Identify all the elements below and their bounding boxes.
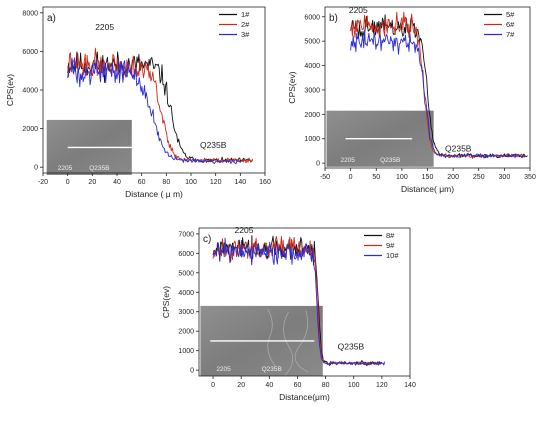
x-tick-label: 60 bbox=[138, 179, 146, 186]
x-tick-label: 100 bbox=[348, 382, 360, 389]
y-tick-label: 7000 bbox=[178, 231, 194, 238]
annotation-q235b: Q235B bbox=[200, 140, 227, 150]
inset-grain-texture bbox=[267, 308, 309, 377]
x-tick-label: 60 bbox=[294, 382, 302, 389]
x-tick-label: 40 bbox=[265, 382, 273, 389]
y-tick-label: 4000 bbox=[178, 290, 194, 297]
x-tick-label: 100 bbox=[185, 179, 197, 186]
panel-label: c) bbox=[203, 234, 211, 245]
annotation-2205: 2205 bbox=[95, 22, 114, 32]
x-tick-label: -50 bbox=[320, 174, 330, 181]
series-line-3 bbox=[67, 57, 241, 165]
series-line-1 bbox=[67, 51, 253, 163]
x-tick-label: 0 bbox=[66, 179, 70, 186]
inset-label-q235b: Q235B bbox=[89, 165, 109, 172]
annotation-q235b: Q235B bbox=[338, 342, 365, 352]
panel-label: a) bbox=[47, 13, 56, 24]
chart-svg-c: 2205 Q235B 0 20 40 60 80 100 120 140 0 1000 2000 3000… bbox=[161, 225, 416, 402]
x-tick-label: -20 bbox=[38, 179, 48, 186]
x-tick-label: 80 bbox=[322, 382, 330, 389]
y-tick-label: 0 bbox=[34, 165, 38, 172]
x-tick-label: 0 bbox=[349, 174, 353, 181]
y-tick-label: 1000 bbox=[304, 136, 320, 143]
x-tick-label: 150 bbox=[422, 174, 434, 181]
x-tick-label: 140 bbox=[404, 382, 416, 389]
y-tick-label: 4000 bbox=[304, 63, 320, 70]
annotation-2205: 2205 bbox=[349, 5, 368, 15]
series-line-6 bbox=[350, 11, 525, 159]
x-axis-label: Distance ( μ m) bbox=[125, 189, 183, 199]
x-tick-label: 20 bbox=[88, 179, 96, 186]
legend-label: 10# bbox=[386, 251, 399, 260]
y-axis-label: CPS(ev) bbox=[287, 71, 297, 103]
x-tick-label: 0 bbox=[211, 382, 215, 389]
x-tick-label: 350 bbox=[524, 174, 536, 181]
legend-label: 1# bbox=[241, 10, 250, 19]
y-tick-label: 0 bbox=[190, 368, 194, 375]
x-tick-label: 100 bbox=[396, 174, 408, 181]
y-tick-label: 1000 bbox=[178, 348, 194, 355]
annotation-q235b: Q235B bbox=[445, 143, 472, 153]
inset-label-2205: 2205 bbox=[58, 165, 73, 172]
y-tick-label: 3000 bbox=[178, 309, 194, 316]
x-tick-label: 200 bbox=[447, 174, 459, 181]
inset-label-q235b: Q235B bbox=[262, 366, 282, 373]
annotation-2205: 2205 bbox=[235, 225, 254, 235]
x-tick-label: 80 bbox=[162, 179, 170, 186]
panel-label: b) bbox=[329, 13, 338, 24]
y-tick-label: 3000 bbox=[304, 87, 320, 94]
y-tick-label: 8000 bbox=[22, 10, 38, 17]
chart-svg-a: 2205 Q235B-20 0 20 40 60 80 100 120 140 1600200040… bbox=[5, 6, 271, 199]
series-line-2 bbox=[67, 47, 254, 164]
inset-label-2205: 2205 bbox=[216, 366, 231, 373]
x-tick-label: 120 bbox=[376, 382, 388, 389]
x-tick-label: 250 bbox=[473, 174, 485, 181]
series-line-7 bbox=[350, 29, 526, 159]
y-axis-label: CPS(ev) bbox=[161, 286, 171, 318]
legend-label: 9# bbox=[386, 241, 395, 250]
y-tick-label: 5000 bbox=[304, 39, 320, 46]
y-tick-label: 6000 bbox=[178, 251, 194, 258]
legend-label: 2# bbox=[241, 20, 250, 29]
y-tick-label: 0 bbox=[316, 161, 320, 168]
legend-label: 3# bbox=[241, 30, 250, 39]
x-axis-label: Distance(μm) bbox=[279, 392, 330, 402]
y-tick-label: 4000 bbox=[22, 88, 38, 95]
y-tick-label: 2000 bbox=[178, 329, 194, 336]
y-tick-label: 6000 bbox=[304, 14, 320, 21]
x-tick-label: 140 bbox=[234, 179, 246, 186]
x-tick-label: 20 bbox=[237, 382, 245, 389]
chart-panel-c: 2205 Q235B 0 20 40 60 80 100 120 140 0 1000 2000 3000… bbox=[155, 213, 420, 419]
y-axis-label: CPS(ev) bbox=[5, 74, 15, 106]
x-tick-label: 50 bbox=[372, 174, 380, 181]
legend-label: 8# bbox=[386, 231, 395, 240]
chart-svg-b: 2205 Q235B-50 0 50 100 150 200 250 300 3500100020… bbox=[287, 5, 536, 194]
x-tick-label: 300 bbox=[499, 174, 511, 181]
series-line-10 bbox=[212, 237, 386, 366]
legend-label: 5# bbox=[506, 10, 515, 19]
axes-frame bbox=[198, 227, 411, 377]
inset-label-2205: 2205 bbox=[340, 157, 355, 164]
x-tick-label: 120 bbox=[210, 179, 222, 186]
x-tick-label: 160 bbox=[259, 179, 271, 186]
y-tick-label: 6000 bbox=[22, 49, 38, 56]
y-tick-label: 2000 bbox=[22, 126, 38, 133]
y-tick-label: 5000 bbox=[178, 270, 194, 277]
x-tick-label: 40 bbox=[113, 179, 121, 186]
x-axis-label: Distance( μm) bbox=[401, 184, 454, 194]
chart-panel-a: 2205 Q235B -20 0 20 40 60 80 100 120 140 160 0 2000 40… bbox=[0, 0, 275, 210]
y-tick-label: 2000 bbox=[304, 112, 320, 119]
legend-label: 6# bbox=[506, 20, 515, 29]
chart-panel-b: 2205 Q235B -50 0 50 100 150 200 250 300 350 0 1000 20… bbox=[275, 0, 550, 210]
legend-label: 7# bbox=[506, 30, 515, 39]
inset-label-q235b: Q235B bbox=[380, 157, 400, 164]
